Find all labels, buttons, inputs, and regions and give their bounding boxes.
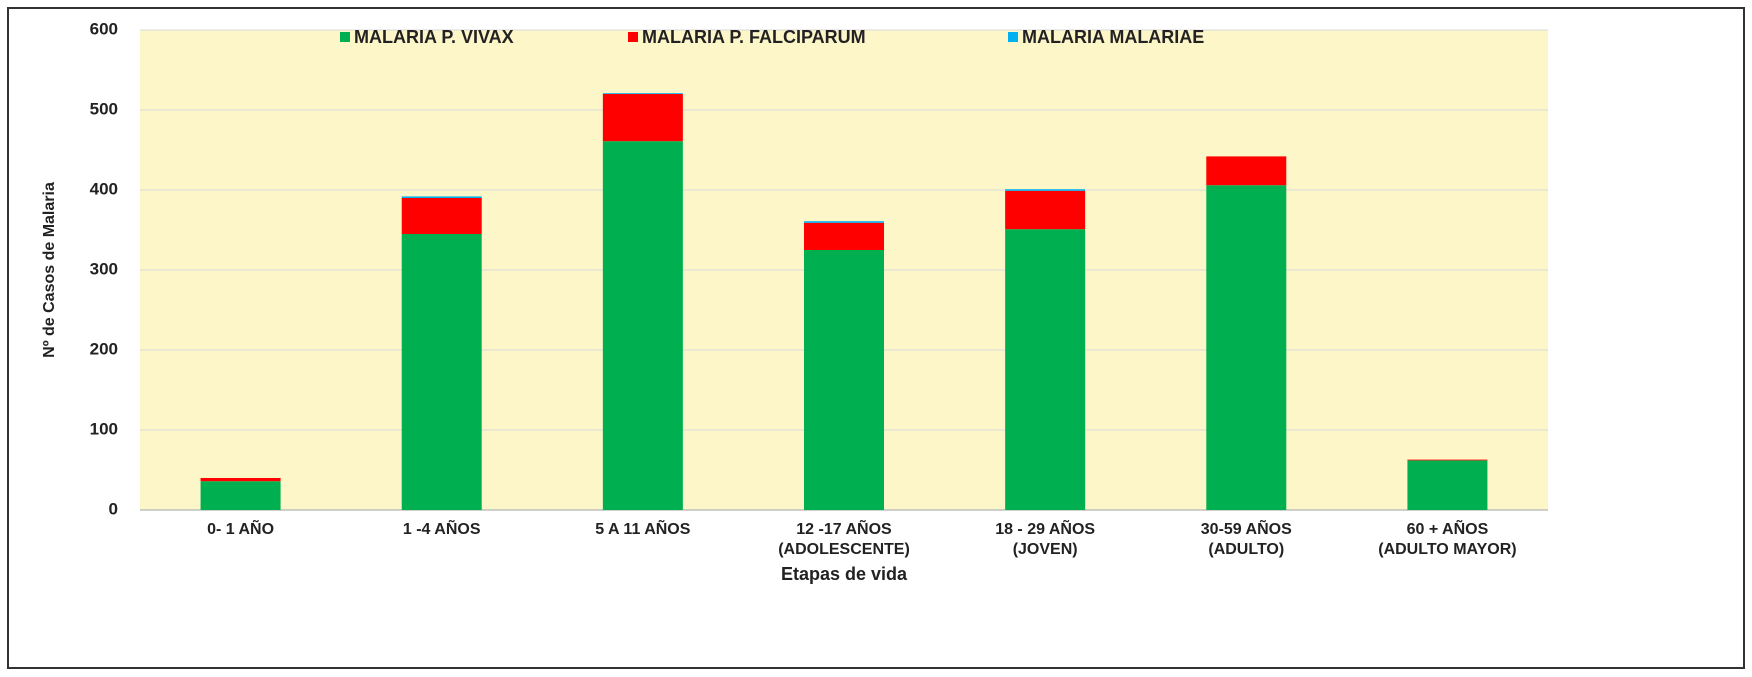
legend-label: MALARIA P. VIVAX <box>354 27 514 47</box>
legend-swatch <box>628 32 638 42</box>
x-tick-label: 12 -17 AÑOS (ADOLESCENTE) <box>778 521 910 558</box>
x-tick-label: 60 + AÑOS (ADULTO MAYOR) <box>1378 521 1517 558</box>
x-tick-label: 5 A 11 AÑOS <box>595 521 691 538</box>
x-axis-title: Etapas de vida <box>781 564 908 584</box>
bar-segment <box>804 222 884 250</box>
y-tick-label: 300 <box>90 259 118 278</box>
y-tick-label: 500 <box>90 99 118 118</box>
bar-segment <box>1005 190 1086 230</box>
bar-segment <box>200 481 281 510</box>
bar-segment <box>602 141 683 510</box>
y-tick-label: 400 <box>90 179 118 198</box>
bar-segment <box>200 478 281 482</box>
bar-segment <box>401 198 482 234</box>
bar-segment <box>804 221 884 223</box>
y-axis-title: Nº de Casos de Malaria <box>41 182 58 358</box>
y-tick-label: 0 <box>109 499 118 518</box>
legend-swatch <box>1008 32 1018 42</box>
bar-segment <box>401 196 482 198</box>
bar-segment <box>1206 156 1287 186</box>
bar-segment <box>1206 185 1287 510</box>
x-tick-label: 0- 1 AÑO <box>207 521 275 538</box>
bar-segment <box>602 93 683 94</box>
legend-label: MALARIA MALARIAE <box>1022 27 1204 47</box>
legend-swatch <box>340 32 350 42</box>
y-tick-label: 100 <box>90 419 118 438</box>
bar-segment <box>804 250 884 510</box>
x-tick-label: 30-59 AÑOS (ADULTO) <box>1200 521 1292 558</box>
y-tick-label: 600 <box>90 19 118 38</box>
bar-segment <box>602 94 683 142</box>
bar-segment <box>1407 459 1488 461</box>
bar-segment <box>401 234 482 510</box>
x-tick-label: 18 - 29 AÑOS (JOVEN) <box>995 521 1096 558</box>
x-tick-label: 1 -4 AÑOS <box>402 521 481 538</box>
bar-segment <box>1005 189 1086 191</box>
legend-label: MALARIA P. FALCIPARUM <box>642 27 866 47</box>
bar-segment <box>1407 460 1488 510</box>
y-tick-label: 200 <box>90 339 118 358</box>
bar-segment <box>1005 229 1086 510</box>
